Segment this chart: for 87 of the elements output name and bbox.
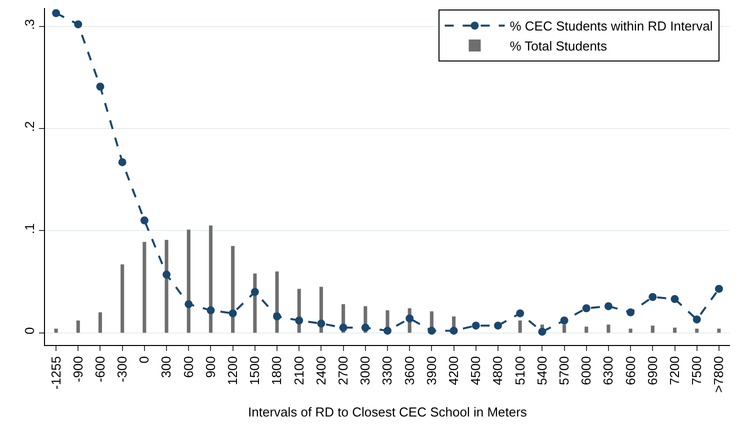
point <box>450 326 458 335</box>
point <box>361 324 370 332</box>
y-tick-label: 0 <box>22 327 37 334</box>
point <box>648 293 657 301</box>
bar <box>518 320 522 333</box>
bar <box>186 230 190 333</box>
y-tick-label: .2 <box>22 121 37 132</box>
bar <box>54 328 58 333</box>
bar <box>208 226 212 333</box>
bar <box>142 242 146 333</box>
x-tick-label: 900 <box>202 356 218 378</box>
x-tick-label: 6600 <box>622 356 638 386</box>
bar <box>231 246 235 333</box>
legend-label: % Total Students <box>510 38 608 54</box>
bar <box>672 328 677 333</box>
bar <box>120 264 124 333</box>
bar <box>164 240 168 333</box>
legend-label: % CEC Students within RD Interval <box>510 18 713 34</box>
x-tick-label: 6000 <box>578 356 594 386</box>
point <box>206 306 215 314</box>
bar <box>650 326 654 333</box>
point <box>626 308 635 316</box>
point <box>74 20 82 28</box>
x-tick-label: 2100 <box>291 356 306 386</box>
x-tick-label: 3600 <box>402 356 417 386</box>
point <box>406 314 414 322</box>
y-tick-label: .1 <box>22 223 37 234</box>
x-tick-label: 600 <box>180 356 196 378</box>
x-tick-label: 6900 <box>644 356 660 386</box>
x-tick-label: 7500 <box>689 356 704 386</box>
bar <box>695 328 699 333</box>
point <box>714 284 723 293</box>
bar <box>717 328 721 333</box>
x-tick-label: 6300 <box>600 356 616 386</box>
x-tick-label: 4800 <box>490 356 506 386</box>
bar <box>628 328 632 333</box>
x-tick-label: 3300 <box>380 356 395 386</box>
x-tick-label: 4200 <box>446 356 462 386</box>
point <box>560 316 568 324</box>
point <box>516 309 524 318</box>
x-tick-label: 1800 <box>269 356 284 386</box>
bar <box>76 320 80 333</box>
x-tick-label: 3900 <box>424 356 439 386</box>
x-tick-label: 1500 <box>247 356 262 386</box>
point <box>250 288 259 296</box>
x-tick-label: 1200 <box>225 356 240 386</box>
x-tick-label: 4500 <box>468 356 484 386</box>
point <box>162 270 171 279</box>
bar <box>562 324 566 333</box>
point <box>228 309 237 318</box>
point <box>184 300 193 308</box>
point <box>670 295 679 304</box>
bar <box>606 324 610 333</box>
x-tick-label: -1255 <box>48 356 64 390</box>
bar <box>98 312 102 333</box>
point <box>96 82 104 91</box>
point <box>339 324 348 332</box>
point <box>472 322 480 330</box>
point <box>582 304 590 312</box>
point <box>494 322 502 330</box>
point <box>317 320 326 328</box>
point <box>692 315 701 324</box>
point <box>384 326 392 335</box>
point <box>52 9 60 18</box>
x-tick-label: 7200 <box>666 356 682 386</box>
x-axis-title: Intervals of RD to Closest CEC School in Meters <box>248 404 528 420</box>
x-tick-label: >7800 <box>711 356 726 393</box>
point <box>118 158 126 166</box>
y-tick-label: .3 <box>22 19 37 30</box>
x-tick-label: 5400 <box>534 356 550 386</box>
x-tick-label: 300 <box>158 356 174 378</box>
x-tick-label: 5100 <box>512 356 528 386</box>
point <box>428 326 436 335</box>
x-tick-label: 2700 <box>336 356 351 386</box>
point <box>273 312 282 320</box>
point <box>140 216 148 224</box>
x-tick-label: -300 <box>114 356 130 382</box>
point <box>538 328 546 336</box>
x-tick-label: -600 <box>92 356 108 382</box>
x-tick-label: 5700 <box>556 356 572 386</box>
point <box>604 302 612 310</box>
point <box>295 316 304 324</box>
x-tick-label: 2400 <box>313 356 328 386</box>
x-tick-label: -900 <box>70 356 86 382</box>
x-tick-label: 0 <box>136 356 152 364</box>
x-tick-label: 3000 <box>358 356 373 386</box>
bar <box>584 326 588 333</box>
